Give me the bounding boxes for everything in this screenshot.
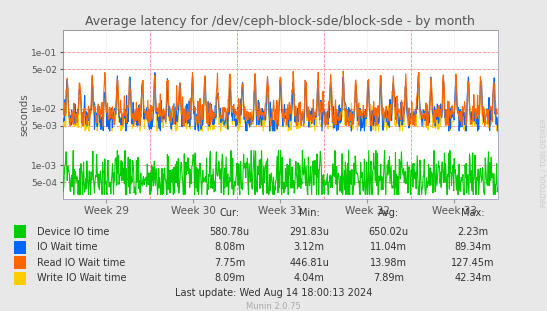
Text: 2.23m: 2.23m: [458, 227, 488, 237]
Text: Device IO time: Device IO time: [37, 227, 109, 237]
Text: Write IO Wait time: Write IO Wait time: [37, 273, 127, 283]
Text: 127.45m: 127.45m: [451, 258, 495, 268]
Text: Avg:: Avg:: [378, 208, 399, 218]
Text: RRDTOOL / TOBI OETIKER: RRDTOOL / TOBI OETIKER: [542, 118, 547, 207]
Text: 4.04m: 4.04m: [294, 273, 324, 283]
Text: 7.75m: 7.75m: [214, 258, 246, 268]
Text: Cur:: Cur:: [220, 208, 240, 218]
Text: 3.12m: 3.12m: [294, 242, 324, 252]
Text: 8.09m: 8.09m: [214, 273, 245, 283]
Text: Read IO Wait time: Read IO Wait time: [37, 258, 125, 268]
Text: Max:: Max:: [462, 208, 485, 218]
Text: 7.89m: 7.89m: [373, 273, 404, 283]
Title: Average latency for /dev/ceph-block-sde/block-sde - by month: Average latency for /dev/ceph-block-sde/…: [85, 15, 475, 28]
Text: 580.78u: 580.78u: [210, 227, 250, 237]
Text: 42.34m: 42.34m: [455, 273, 492, 283]
Text: 446.81u: 446.81u: [289, 258, 329, 268]
Text: Munin 2.0.75: Munin 2.0.75: [246, 302, 301, 311]
Text: Min:: Min:: [299, 208, 319, 218]
Text: IO Wait time: IO Wait time: [37, 242, 98, 252]
Text: 650.02u: 650.02u: [368, 227, 409, 237]
Text: 13.98m: 13.98m: [370, 258, 407, 268]
Text: 291.83u: 291.83u: [289, 227, 329, 237]
Text: Last update: Wed Aug 14 18:00:13 2024: Last update: Wed Aug 14 18:00:13 2024: [175, 288, 372, 298]
Text: 89.34m: 89.34m: [455, 242, 492, 252]
Text: 8.08m: 8.08m: [214, 242, 245, 252]
Y-axis label: seconds: seconds: [20, 93, 30, 136]
Text: 11.04m: 11.04m: [370, 242, 407, 252]
